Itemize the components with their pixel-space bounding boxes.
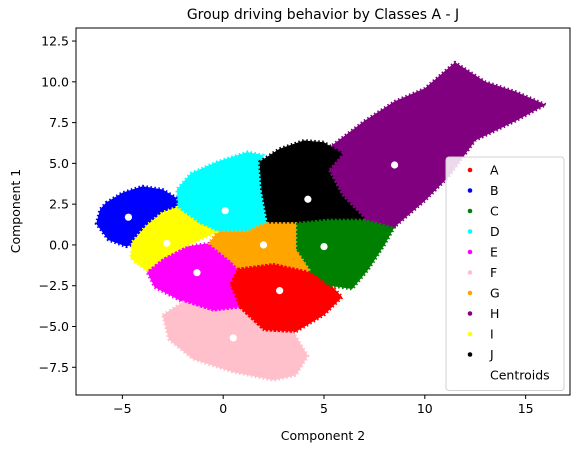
y-tick-label: −7.5 bbox=[39, 360, 69, 375]
legend-marker-e bbox=[467, 249, 473, 255]
class-region-e bbox=[145, 241, 241, 314]
centroid-a bbox=[276, 287, 284, 295]
legend-marker-a bbox=[467, 167, 473, 173]
class-region-j bbox=[258, 139, 366, 224]
y-tick-label: 0.0 bbox=[49, 237, 69, 252]
legend-label-j: J bbox=[489, 347, 494, 362]
legend-label-d: D bbox=[490, 224, 500, 239]
y-tick-label: −5.0 bbox=[39, 319, 69, 334]
y-tick-label: 5.0 bbox=[49, 156, 69, 171]
y-tick-label: −2.5 bbox=[39, 278, 69, 293]
y-tick-label: 7.5 bbox=[49, 115, 69, 130]
legend-label-a: A bbox=[490, 163, 499, 178]
legend-marker-h bbox=[467, 311, 473, 316]
class-region-f bbox=[161, 300, 310, 382]
y-tick-label: 10.0 bbox=[41, 74, 69, 89]
legend-frame bbox=[445, 156, 565, 391]
legend-marker-centroids bbox=[467, 372, 473, 378]
centroid-j bbox=[304, 195, 312, 203]
class-region-b bbox=[94, 184, 181, 249]
legend-marker-g bbox=[467, 290, 473, 296]
y-axis-label: Component 1 bbox=[8, 169, 23, 254]
legend-label-h: H bbox=[490, 306, 499, 321]
centroid-markers bbox=[124, 161, 399, 342]
x-tick-label: 15 bbox=[518, 401, 534, 416]
class-region-g bbox=[207, 220, 312, 273]
x-axis-label: Component 2 bbox=[281, 428, 366, 443]
legend-marker-i bbox=[467, 331, 473, 337]
x-tick-label: 0 bbox=[219, 401, 227, 416]
centroid-c bbox=[320, 242, 328, 251]
x-tick-label: 5 bbox=[320, 401, 328, 416]
y-tick-label: 12.5 bbox=[41, 34, 69, 49]
class-region-i bbox=[128, 205, 219, 273]
centroid-g bbox=[259, 241, 268, 249]
legend-label-b: B bbox=[490, 183, 499, 198]
centroid-h bbox=[390, 161, 399, 169]
plot-area-frame bbox=[75, 27, 571, 396]
legend-marker-d bbox=[467, 229, 473, 234]
centroid-f bbox=[229, 334, 237, 342]
y-axis-ticks: −7.5 −5.0 −2.5 0.0 2.5 5.0 7.5 10.0 12.5 bbox=[39, 34, 76, 375]
y-tick-label: 2.5 bbox=[49, 197, 69, 212]
centroid-d bbox=[221, 207, 229, 215]
legend-label-f: F bbox=[490, 265, 497, 280]
legend-label-e: E bbox=[490, 245, 498, 260]
x-axis-ticks: −5 0 5 10 15 bbox=[113, 395, 534, 416]
class-regions bbox=[94, 60, 548, 382]
legend-label-i: I bbox=[490, 327, 494, 342]
x-tick-label: 10 bbox=[417, 401, 433, 416]
legend-marker-b bbox=[467, 188, 473, 193]
centroid-i bbox=[163, 239, 171, 247]
legend-label-g: G bbox=[490, 286, 500, 301]
centroid-b bbox=[124, 213, 133, 221]
chart-title: Group driving behavior by Classes A - J bbox=[187, 7, 459, 23]
centroid-e bbox=[193, 269, 201, 277]
legend-label-centroids: Centroids bbox=[490, 368, 550, 383]
legend-marker-f bbox=[467, 270, 473, 275]
legend-marker-c bbox=[467, 208, 473, 214]
x-tick-label: −5 bbox=[113, 401, 131, 416]
legend-label-c: C bbox=[490, 204, 499, 219]
legend-marker-j bbox=[467, 352, 473, 357]
